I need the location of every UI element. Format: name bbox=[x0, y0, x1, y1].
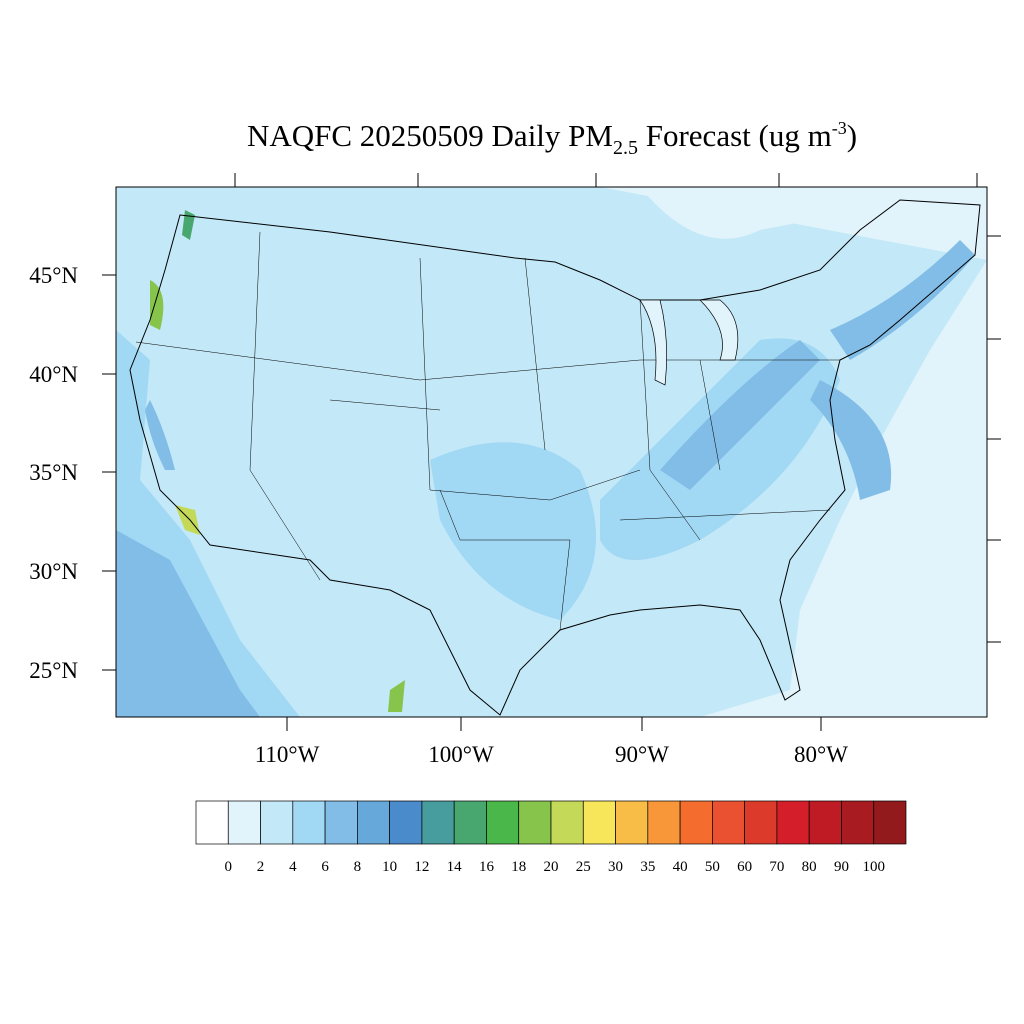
lat-label: 30°N bbox=[29, 559, 78, 584]
colorbar-box bbox=[389, 800, 423, 845]
colorbar-box bbox=[808, 800, 842, 845]
colorbar-box bbox=[582, 800, 616, 845]
colorbar-box bbox=[324, 800, 358, 845]
frame-ticks bbox=[102, 173, 1001, 731]
colorbar-label: 35 bbox=[640, 859, 655, 875]
colorbar-label: 6 bbox=[321, 859, 329, 875]
colorbar-box bbox=[679, 800, 713, 845]
colorbar-label: 70 bbox=[769, 859, 784, 875]
colorbar-box bbox=[615, 800, 649, 845]
colorbar-box bbox=[260, 800, 294, 845]
colorbar-label: 30 bbox=[608, 859, 623, 875]
title-superscript: -3 bbox=[832, 118, 847, 138]
tick-marks bbox=[102, 173, 1001, 731]
colorbar-label: 40 bbox=[673, 859, 688, 875]
plot-frame bbox=[115, 186, 988, 718]
colorbar-label: 60 bbox=[737, 859, 752, 875]
lon-label: 90°W bbox=[615, 742, 669, 767]
lat-label: 45°N bbox=[29, 263, 78, 288]
colorbar-label: 16 bbox=[479, 859, 495, 875]
map-title: NAQFC 20250509 Daily PM2.5 Forecast (ug … bbox=[247, 118, 857, 159]
atlantic-light bbox=[600, 187, 987, 717]
mexico-hotspot bbox=[388, 680, 405, 712]
lon-label: 80°W bbox=[794, 742, 848, 767]
colorbar-box bbox=[292, 800, 326, 845]
colorbar-label: 12 bbox=[414, 859, 429, 875]
colorbar-label: 2 bbox=[257, 859, 265, 875]
colorbar-box bbox=[712, 800, 745, 845]
colorbar-label: 100 bbox=[862, 859, 885, 875]
colorbar-box bbox=[873, 800, 907, 845]
colorbar-box bbox=[744, 800, 778, 845]
northeast bbox=[830, 240, 975, 360]
colorbar-box bbox=[453, 800, 487, 845]
lat-label: 25°N bbox=[29, 658, 78, 683]
colorbar-box bbox=[550, 800, 584, 845]
colorbar-box bbox=[227, 800, 261, 845]
oregon-hotspot bbox=[150, 280, 164, 330]
ca-valley bbox=[145, 400, 175, 470]
colorbar-label: 20 bbox=[544, 859, 559, 875]
colorbar-label: 10 bbox=[382, 859, 397, 875]
colorbar-box bbox=[647, 800, 681, 845]
colorbar-box bbox=[776, 800, 810, 845]
colorbar-box bbox=[486, 800, 520, 845]
lon-label: 100°W bbox=[428, 742, 494, 767]
pacific-dark bbox=[116, 530, 260, 717]
us-outline bbox=[129, 199, 981, 716]
great-lakes bbox=[639, 299, 739, 386]
colorbar-label: 80 bbox=[802, 859, 817, 875]
title-middle: Forecast (ug m bbox=[638, 118, 832, 153]
colorbar-label: 4 bbox=[289, 859, 297, 875]
colorbar-label: 90 bbox=[834, 859, 849, 875]
colorbar-box bbox=[357, 800, 390, 845]
atlantic-coast bbox=[810, 380, 892, 500]
washington-hotspot bbox=[182, 210, 195, 240]
colorbar-label: 0 bbox=[225, 859, 233, 875]
colorbar-box bbox=[421, 800, 455, 845]
lat-label: 35°N bbox=[29, 460, 78, 485]
ohio-valley bbox=[660, 340, 820, 490]
colorbar-box bbox=[518, 800, 552, 845]
colorbar-label: 50 bbox=[705, 859, 720, 875]
colorbar-label: 18 bbox=[511, 859, 526, 875]
la-hotspot bbox=[175, 505, 200, 535]
plains-mid bbox=[430, 442, 596, 620]
colorbar-box bbox=[841, 800, 875, 845]
lon-label: 110°W bbox=[255, 742, 320, 767]
state-borders bbox=[135, 231, 840, 631]
colorbar-box bbox=[195, 800, 229, 845]
title-end: ) bbox=[847, 118, 857, 153]
title-main: NAQFC 20250509 Daily PM bbox=[247, 118, 613, 153]
colorbar-label: 14 bbox=[447, 859, 463, 875]
map-field bbox=[116, 187, 987, 717]
lat-label: 40°N bbox=[29, 362, 78, 387]
colorbar-label: 25 bbox=[576, 859, 591, 875]
colorbar-label: 8 bbox=[354, 859, 362, 875]
title-subscript: 2.5 bbox=[613, 137, 638, 159]
